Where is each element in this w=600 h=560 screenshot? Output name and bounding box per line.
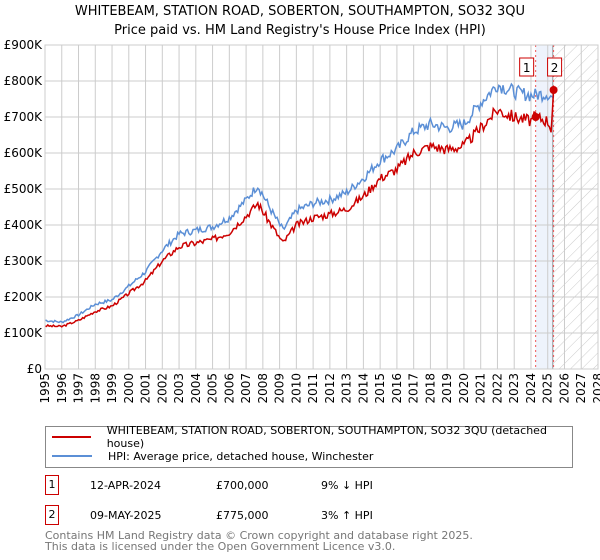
sale-hpi-diff: 3% ↑ HPI <box>321 509 373 522</box>
footer-line-1: Contains HM Land Registry data © Crown c… <box>45 529 473 542</box>
x-tick-label: 2008 <box>256 373 270 404</box>
legend-label: HPI: Average price, detached house, Winc… <box>108 449 374 463</box>
x-tick-label: 2027 <box>574 373 588 404</box>
sale-date: 09-MAY-2025 <box>90 509 162 522</box>
x-tick-label: 2001 <box>139 373 153 404</box>
x-tick-label: 1998 <box>88 373 102 404</box>
sale-hpi-diff: 9% ↓ HPI <box>321 479 373 492</box>
hpi-line <box>44 82 555 324</box>
x-tick-label: 2006 <box>222 373 236 404</box>
x-tick-label: 2014 <box>356 373 370 404</box>
legend-swatch-red <box>52 436 91 438</box>
x-tick-label: 2021 <box>474 373 488 404</box>
x-tick-label: 2012 <box>323 373 337 404</box>
x-tick-label: 1997 <box>72 373 86 404</box>
sale-point <box>531 113 540 121</box>
sale-marker-label: 2 <box>45 505 59 525</box>
y-tick-label: £500K <box>4 182 44 196</box>
chart-title: WHITEBEAM, STATION ROAD, SOBERTON, SOUTH… <box>0 2 600 40</box>
x-tick-label: 2002 <box>155 373 169 404</box>
x-tick-label: 1995 <box>38 373 52 404</box>
sale-label-box <box>519 57 535 77</box>
legend: WHITEBEAM, STATION ROAD, SOBERTON, SOUTH… <box>45 424 573 468</box>
footer-line-2: This data is licensed under the Open Gov… <box>45 540 396 553</box>
x-tick-label: 2016 <box>390 373 404 404</box>
property-price-line <box>44 89 555 328</box>
y-tick-label: £900K <box>4 38 44 52</box>
x-tick-label: 2023 <box>507 373 521 404</box>
sale-row: 1 12-APR-2024 £700,000 9% ↓ HPI <box>45 475 545 497</box>
x-tick-label: 2018 <box>423 373 437 404</box>
x-tick-label: 2007 <box>239 373 253 404</box>
x-tick-label: 2010 <box>289 373 303 404</box>
sale-price: £775,000 <box>216 509 269 522</box>
x-tick-label: 2015 <box>373 373 387 404</box>
plot-border <box>44 44 599 370</box>
plot-area: 1995 1996 1997 1998 1999 2000 2001 2002 2003 2004… <box>4 38 600 404</box>
sale-date: 12-APR-2024 <box>90 479 162 492</box>
sale-marker-label: 1 <box>45 475 59 495</box>
title-line-1: WHITEBEAM, STATION ROAD, SOBERTON, SOUTH… <box>74 4 526 19</box>
x-tick-label: 1996 <box>55 373 69 404</box>
x-tick-label: 2013 <box>340 373 354 404</box>
y-tick-label: £800K <box>4 74 44 88</box>
x-tick-label: 2028 <box>591 373 600 404</box>
sale-label-box <box>547 57 563 77</box>
x-tick-label: 2009 <box>273 373 287 404</box>
x-tick-label: 2026 <box>557 373 571 404</box>
y-tick-label: £0 <box>27 362 42 376</box>
legend-label: WHITEBEAM, STATION ROAD, SOBERTON, SOUTH… <box>106 424 547 450</box>
forecast-hatch <box>552 45 598 369</box>
x-tick-label: 2019 <box>440 373 454 404</box>
footer: Contains HM Land Registry data © Crown c… <box>45 530 473 552</box>
y-tick-label: £100K <box>4 326 44 340</box>
x-tick-label: 2005 <box>206 373 220 404</box>
x-tick-label: 2020 <box>457 373 471 404</box>
x-tick-label: 2022 <box>490 373 504 404</box>
x-tick-label: 2024 <box>524 373 538 404</box>
y-tick-label: £700K <box>4 110 44 124</box>
sale-price: £700,000 <box>216 479 269 492</box>
x-tick-label: 2003 <box>172 373 186 404</box>
x-tick-label: 2025 <box>541 373 555 404</box>
y-tick-label: £400K <box>4 218 44 232</box>
y-tick-label: £600K <box>4 146 44 160</box>
x-tick-label: 2011 <box>306 373 320 404</box>
x-tick-label: 2017 <box>407 373 421 404</box>
legend-swatch-blue <box>52 455 92 457</box>
x-tick-label: 2004 <box>189 373 203 404</box>
legend-item-property: WHITEBEAM, STATION ROAD, SOBERTON, SOUTH… <box>52 424 572 450</box>
title-line-2: Price paid vs. HM Land Registry's House … <box>114 23 486 38</box>
sale-label: 1 <box>523 61 531 75</box>
sale-label: 2 <box>551 61 559 75</box>
x-tick-label: 2000 <box>122 373 136 404</box>
legend-item-hpi: HPI: Average price, detached house, Winc… <box>52 447 373 465</box>
sale-row: 2 09-MAY-2025 £775,000 3% ↑ HPI <box>45 505 545 527</box>
y-tick-label: £200K <box>4 290 44 304</box>
x-tick-label: 1999 <box>105 373 119 404</box>
sale-point <box>549 86 558 94</box>
y-tick-label: £300K <box>4 254 44 268</box>
